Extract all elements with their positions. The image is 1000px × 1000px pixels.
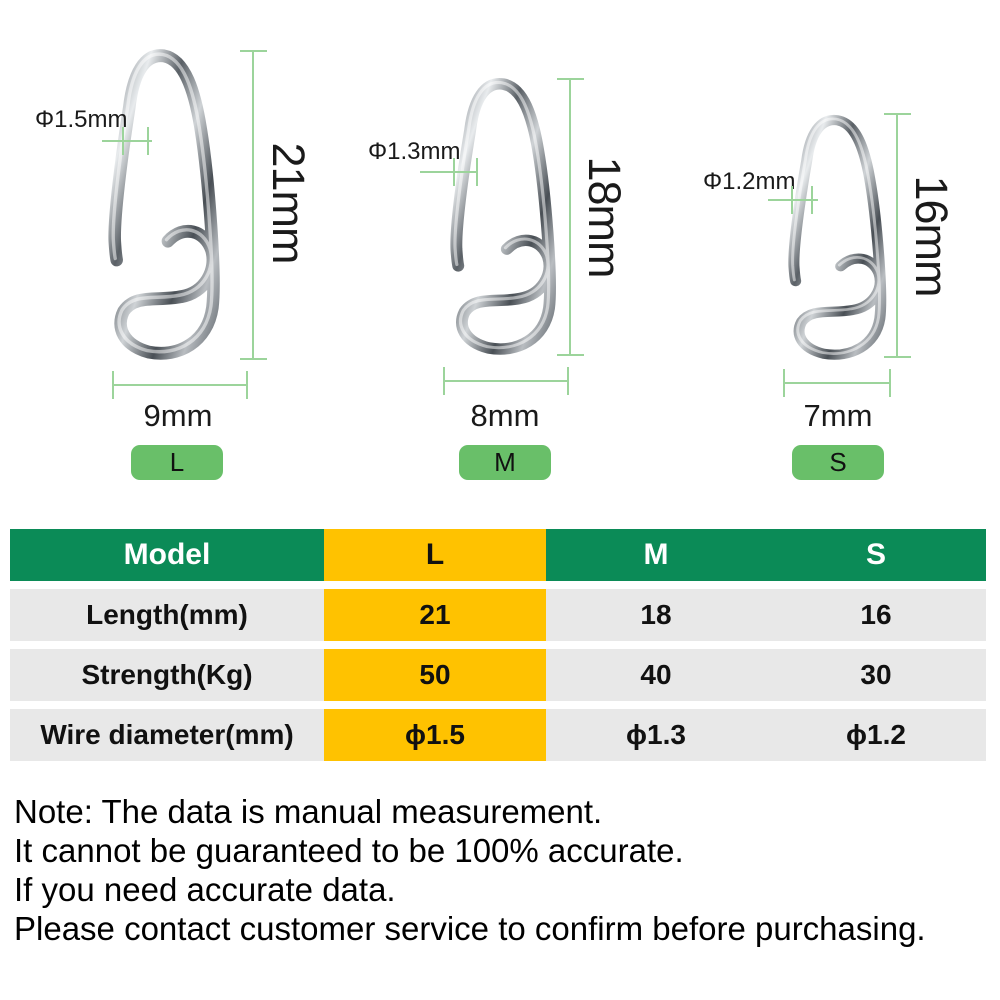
size-badge-S: S [792,445,884,480]
table-row-label-length: Length(mm) [10,589,324,641]
table-cell-wire-M: ϕ1.3 [546,709,766,761]
length-label-S: 16mm [906,175,957,297]
length-dim-cap-M-bottom [557,354,584,356]
table-cell-strength-L: 50 [324,649,546,701]
table-row-label-strength: Strength(Kg) [10,649,324,701]
wire-callout-tick-L2 [147,127,149,155]
length-dim-cap-L-top [240,50,267,52]
wire-callout-line-M [420,171,478,173]
table-header-S: S [766,529,986,581]
note-line-1: Note: The data is manual measurement. [14,793,603,830]
wire-callout-tick-M2 [476,158,478,186]
length-dimension-line-M [569,78,571,356]
spec-table: Model L M S Length(mm) 21 18 16 Strength… [10,529,986,761]
width-dim-cap-M-left [443,367,445,395]
length-dimension-line-L [252,50,254,360]
width-dimension-line-L [112,384,248,386]
wire-callout-tick-S2 [811,186,813,214]
width-label-M: 8mm [470,398,540,433]
length-dim-cap-M-top [557,78,584,80]
wire-callout-tick-L1 [122,127,124,155]
length-label-L: 21mm [263,142,314,264]
length-label-M: 18mm [579,156,630,278]
length-dimension-line-S [896,113,898,358]
width-dim-cap-L-left [112,371,114,399]
size-badge-M: M [459,445,551,480]
table-cell-strength-M: 40 [546,649,766,701]
snap-clip-photo-S [788,114,890,360]
table-cell-length-S: 16 [766,589,986,641]
note-line-2: It cannot be guaranteed to be 100% accur… [14,832,684,869]
measurement-note: Note: The data is manual measurement. It… [14,792,994,948]
length-dim-cap-S-bottom [884,356,911,358]
wire-diameter-label-M: Φ1.3mm [368,138,461,165]
width-label-L: 9mm [143,398,213,433]
table-header-M: M [546,529,766,581]
table-cell-length-M: 18 [546,589,766,641]
wire-callout-line-L [102,140,152,142]
table-cell-length-L: 21 [324,589,546,641]
table-cell-wire-S: ϕ1.2 [766,709,986,761]
size-badge-L: L [131,445,223,480]
note-line-3: If you need accurate data. [14,871,396,908]
wire-diameter-label-L: Φ1.5mm [35,106,128,133]
table-cell-wire-L: ϕ1.5 [324,709,546,761]
width-dim-cap-S-right [889,369,891,397]
width-dim-cap-S-left [783,369,785,397]
wire-callout-line-S [768,199,818,201]
snap-clip-photo-L [108,48,224,360]
table-cell-strength-S: 30 [766,649,986,701]
note-line-4: Please contact customer service to confi… [14,910,926,947]
length-dim-cap-L-bottom [240,358,267,360]
wire-callout-tick-M1 [453,158,455,186]
wire-diameter-label-S: Φ1.2mm [703,168,796,195]
width-dim-cap-M-right [567,367,569,395]
length-dim-cap-S-top [884,113,911,115]
snap-clip-photo-M [450,77,560,355]
wire-callout-tick-S1 [791,186,793,214]
width-dimension-line-M [443,380,569,382]
width-dimension-line-S [783,382,891,384]
table-header-L: L [324,529,546,581]
width-dim-cap-L-right [246,371,248,399]
width-label-S: 7mm [803,398,873,433]
table-header-model: Model [10,529,324,581]
table-row-label-wire-diameter: Wire diameter(mm) [10,709,324,761]
